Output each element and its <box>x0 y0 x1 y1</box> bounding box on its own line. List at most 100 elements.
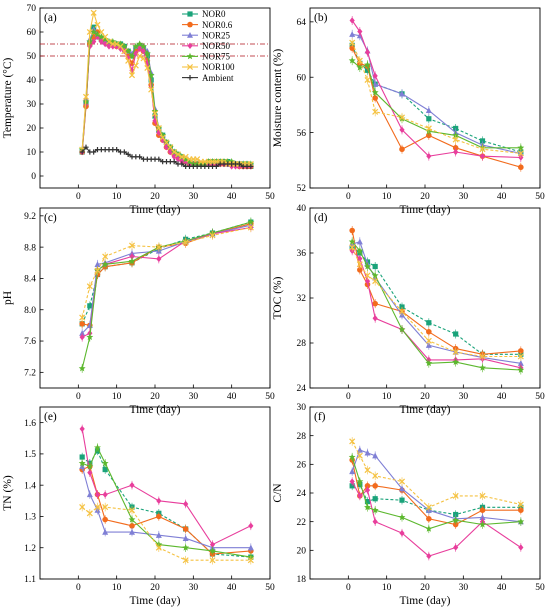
data-point <box>479 152 486 160</box>
data-point <box>371 271 379 279</box>
data-point <box>349 39 356 46</box>
data-point <box>479 492 486 499</box>
data-point <box>349 478 355 485</box>
y-tick-label: 50 <box>27 52 37 62</box>
data-point <box>399 529 405 537</box>
y-tick-label: 30 <box>27 100 37 110</box>
data-point <box>128 515 136 523</box>
y-tick-label: 8.8 <box>24 243 36 253</box>
series-nor100 <box>349 242 524 361</box>
series-nor100 <box>79 502 254 565</box>
y-tick-label: 0 <box>31 172 36 182</box>
data-point <box>426 116 432 122</box>
series-nor100 <box>349 38 524 158</box>
x-tick-label: 40 <box>227 583 237 593</box>
series-line <box>81 221 251 325</box>
x-tick-label: 40 <box>227 392 237 402</box>
series-line <box>351 60 521 149</box>
data-point <box>155 124 162 132</box>
series-line <box>81 227 251 318</box>
x-tick-label: 10 <box>112 392 122 402</box>
data-point <box>372 72 378 80</box>
x-tick-label: 30 <box>189 392 199 402</box>
data-point <box>79 314 86 321</box>
data-point <box>102 33 109 40</box>
data-point <box>102 253 109 260</box>
data-point <box>209 547 216 554</box>
data-point <box>94 267 101 274</box>
data-point <box>518 507 524 513</box>
data-point <box>155 244 162 251</box>
data-point <box>372 315 378 322</box>
y-tick-label: 7.6 <box>24 337 36 347</box>
series-line <box>351 459 521 526</box>
data-point <box>236 161 242 167</box>
series-nor100 <box>79 223 254 323</box>
data-point <box>129 528 135 535</box>
x-tick-label: 40 <box>497 392 507 402</box>
x-tick-label: 10 <box>382 392 392 402</box>
legend-label: Ambient <box>202 73 234 83</box>
data-point <box>79 425 85 433</box>
series-nor75 <box>78 443 255 562</box>
y-tick-label: 26 <box>297 461 307 471</box>
data-point <box>247 218 255 225</box>
y-tick-label: 22 <box>297 518 307 528</box>
data-point <box>132 62 139 69</box>
data-point <box>183 500 189 508</box>
data-point <box>189 160 197 167</box>
x-axis-label: Time (day) <box>399 404 450 416</box>
data-point <box>98 38 104 45</box>
data-point <box>94 21 101 28</box>
series-line <box>351 441 521 508</box>
series-line <box>81 446 251 558</box>
panel-label: (e) <box>44 411 57 423</box>
x-tick-label: 10 <box>382 192 392 202</box>
x-tick-label: 50 <box>535 192 545 202</box>
data-point <box>247 544 254 551</box>
data-point <box>453 331 459 337</box>
x-tick-label: 40 <box>227 192 237 202</box>
data-point <box>86 38 94 45</box>
y-axis-label: TN (%) <box>2 475 14 511</box>
data-point <box>453 148 459 156</box>
data-point <box>348 453 356 461</box>
data-point <box>152 117 158 124</box>
data-point <box>163 144 170 151</box>
data-point <box>86 28 93 36</box>
data-point <box>209 557 216 564</box>
data-point <box>121 48 128 55</box>
data-point <box>399 126 405 134</box>
data-point <box>357 255 363 262</box>
data-point <box>137 154 143 160</box>
data-point <box>102 528 109 535</box>
data-point <box>117 45 124 52</box>
y-tick-label: 20 <box>297 547 307 557</box>
data-point <box>479 146 486 153</box>
series-ambient <box>79 144 254 169</box>
data-point <box>479 353 486 360</box>
data-point <box>372 108 379 115</box>
data-point <box>182 526 189 532</box>
data-point <box>102 466 108 473</box>
series-line <box>81 465 251 555</box>
panel-f: 0 10 20 30 40 50 18 20 22 24 26 28 30 Time (day) C/N (f… <box>272 403 545 607</box>
legend-label: NOR100 <box>202 62 235 72</box>
axes-frame <box>309 7 541 189</box>
data-point <box>113 40 120 48</box>
data-point <box>79 149 85 155</box>
data-point <box>171 159 177 165</box>
data-point <box>86 462 94 470</box>
data-point <box>425 504 432 511</box>
legend-marker <box>187 11 193 17</box>
data-point <box>247 224 254 231</box>
data-point <box>167 148 173 156</box>
legend-marker <box>187 32 193 38</box>
data-point <box>479 364 486 371</box>
data-point <box>372 472 379 479</box>
x-tick-label: 20 <box>420 192 430 202</box>
data-point <box>136 52 143 60</box>
data-point <box>364 277 371 285</box>
data-point <box>356 446 363 453</box>
data-point <box>140 42 147 50</box>
